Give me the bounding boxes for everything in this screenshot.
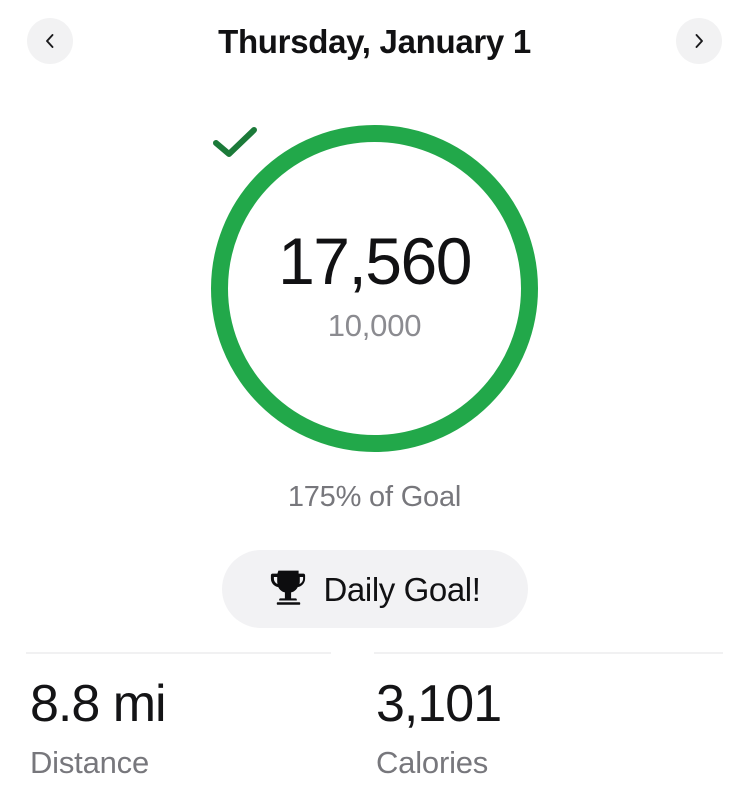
- page-title: Thursday, January 1: [218, 22, 531, 60]
- chevron-left-icon: [40, 31, 60, 51]
- stat-calories: 3,101 Calories: [360, 652, 749, 800]
- stat-label: Calories: [376, 745, 489, 780]
- date-navigation-header: Thursday, January 1: [0, 0, 749, 82]
- stat-divider: [26, 652, 331, 654]
- previous-day-button[interactable]: [27, 18, 73, 64]
- chevron-right-icon: [689, 31, 709, 51]
- percent-of-goal-text: 175% of Goal: [287, 481, 462, 513]
- steps-goal: 10,000: [327, 308, 422, 343]
- progress-ring-graphic: [211, 125, 538, 452]
- daily-goal-badge-label: Daily Goal!: [323, 570, 481, 608]
- trophy-icon: [270, 568, 307, 611]
- steps-count: 17,560: [278, 224, 472, 298]
- stat-value: 3,101: [376, 675, 502, 733]
- summary-stats-row: 8.8 mi Distance 3,101 Calories: [0, 652, 749, 800]
- stat-distance: 8.8 mi Distance: [0, 652, 360, 800]
- stat-divider: [374, 652, 723, 654]
- ring-center-content: 17,560 10,000: [211, 125, 538, 452]
- daily-goal-badge[interactable]: Daily Goal!: [222, 550, 528, 628]
- next-day-button[interactable]: [676, 18, 722, 64]
- stat-label: Distance: [30, 745, 150, 780]
- steps-progress-ring: 17,560 10,000: [211, 125, 538, 452]
- stat-value: 8.8 mi: [30, 675, 167, 733]
